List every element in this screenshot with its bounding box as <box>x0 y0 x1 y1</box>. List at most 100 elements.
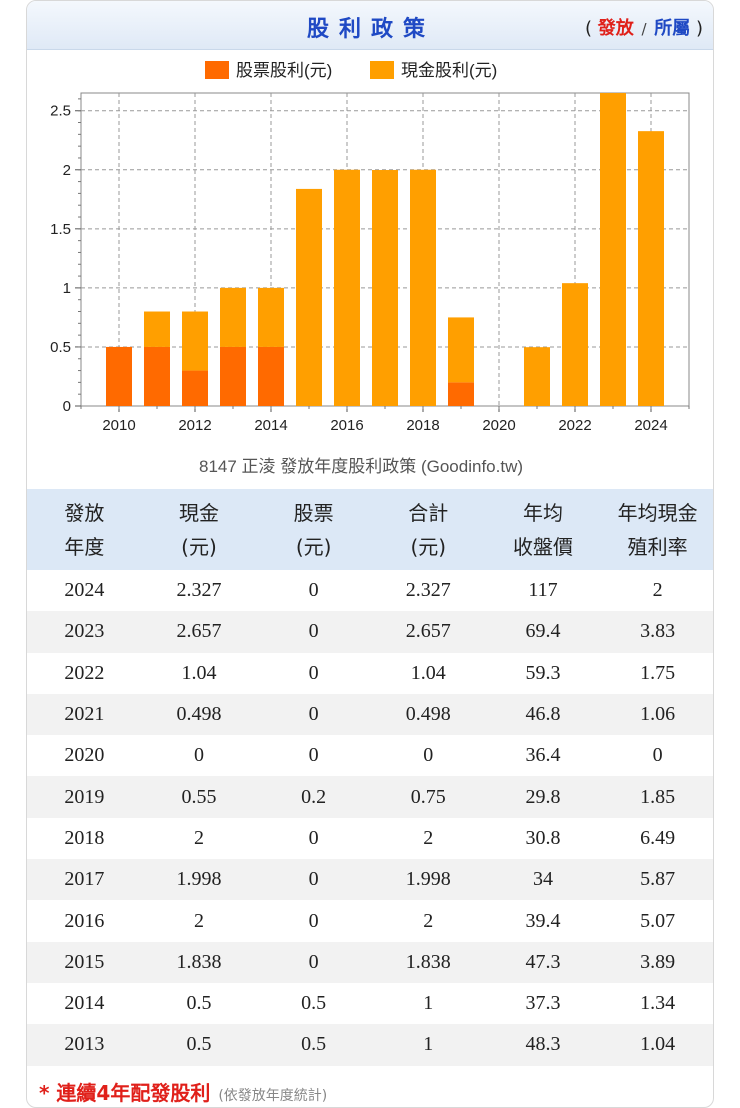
table-row: 2024 2.327 0 2.327 117 2 <box>27 570 713 611</box>
bar-stock-2011 <box>144 346 170 406</box>
table-row: 2014 0.5 0.5 1 37.3 1.34 <box>27 983 713 1024</box>
column-header-line: 現金 <box>178 500 219 525</box>
bar-cash-2012 <box>182 311 208 371</box>
table-cell: 1.75 <box>640 661 676 684</box>
table-cell: 0 <box>256 693 371 736</box>
table-cell: 0.75 <box>370 776 486 818</box>
y-tick-label: 0 <box>63 398 71 415</box>
table-row: 2020 0 0 0 36.4 0 <box>27 735 713 776</box>
table-cell: 1 <box>423 992 434 1015</box>
table-row: 2013 0.5 0.5 1 48.3 1.04 <box>27 1024 713 1066</box>
bar-cash-2014 <box>258 287 284 347</box>
column-header: 發放 年度 <box>27 489 142 570</box>
table-cell: 30.8 <box>525 826 561 849</box>
x-tick-label: 2016 <box>330 417 363 434</box>
link-separator: / <box>641 20 647 38</box>
table-cell: 2017 <box>27 859 142 901</box>
table-cell: 2022 <box>64 661 105 684</box>
column-header: 年均 收盤價 <box>485 489 601 570</box>
table-cell: 2023 <box>27 611 142 653</box>
x-tick-label: 2022 <box>558 417 591 434</box>
table-cell: 0.55 <box>141 776 257 818</box>
table-cell: 0 <box>308 744 319 767</box>
table-row: 2017 1.998 0 1.998 34 5.87 <box>27 859 713 901</box>
column-header-line: 股票 <box>293 500 334 525</box>
bar-cash-2019 <box>448 317 474 383</box>
column-header: 股票 (元) <box>256 489 371 570</box>
dividend-policy-card: 股利政策 ( 發放 / 所屬 ) 股票股利(元) 現金股利(元) 0 0.5 1 1.5… <box>26 0 714 1108</box>
table-cell: 1.838 <box>141 941 257 983</box>
bar-cash-2015 <box>296 188 322 406</box>
bar-stock-2019 <box>448 382 474 406</box>
table-cell: 37.3 <box>525 992 561 1015</box>
paren-close: ) <box>695 18 703 39</box>
column-header: 現金 (元) <box>141 489 257 570</box>
table-cell: 0 <box>308 909 319 932</box>
table-cell: 39.4 <box>525 909 561 932</box>
table-cell: 1.04 <box>410 661 446 684</box>
table-cell: 3.83 <box>600 611 713 653</box>
x-tick-label: 2014 <box>254 417 287 434</box>
table-cell: 46.8 <box>485 693 601 736</box>
column-header-line: (元) <box>410 534 447 559</box>
table-cell: 0.498 <box>141 693 257 736</box>
table-cell: 1.34 <box>640 992 676 1015</box>
table-header-row: 發放 年度 現金 (元) 股票 (元) 合計 (元) 年均 收盤價 年均現金 殖利率 <box>27 489 713 570</box>
x-tick-label: 2020 <box>482 417 515 434</box>
table-row: 2018 2 0 2 30.8 6.49 <box>27 818 713 859</box>
legend-label-1: 現金股利(元) <box>401 61 497 80</box>
chart-bars <box>106 93 664 406</box>
table-cell: 2.327 <box>405 579 451 602</box>
table-cell: 0.2 <box>256 776 371 818</box>
table-cell: 2013 <box>27 1024 142 1066</box>
table-row: 2023 2.657 0 2.657 69.4 3.83 <box>27 611 713 653</box>
table-cell: 0 <box>308 826 319 849</box>
table-cell: 2 <box>193 909 204 932</box>
table-row: 2022 1.04 0 1.04 59.3 1.75 <box>27 653 713 694</box>
paren-open: ( <box>584 18 592 39</box>
table-cell: 2015 <box>27 941 142 983</box>
dividend-chart: 股票股利(元) 現金股利(元) 0 0.5 1 1.5 2 2.5 2010 2012 2014 2… <box>50 61 690 476</box>
table-body: 2024 2.327 0 2.327 117 2 2023 2.657 0 2.657 69.4 3.… <box>27 570 713 1066</box>
table-cell: 2 <box>423 909 434 932</box>
column-header-line: 年均 <box>522 500 563 525</box>
chart-title: 8147 正淩 發放年度股利政策 (Goodinfo.tw) <box>199 457 523 476</box>
card-title: 股利政策 <box>306 17 435 42</box>
bar-cash-2013 <box>220 287 246 347</box>
y-tick-label: 2.5 <box>50 103 71 120</box>
table-cell: 0 <box>308 661 319 684</box>
table-cell: 36.4 <box>525 744 561 767</box>
table-cell: 0 <box>193 744 204 767</box>
card-header: 股利政策 ( 發放 / 所屬 ) <box>27 1 713 50</box>
bar-cash-2016 <box>334 169 360 406</box>
table-row: 2021 0.498 0 0.498 46.8 1.06 <box>27 693 713 736</box>
chart-legend: 股票股利(元) 現金股利(元) <box>205 61 497 80</box>
table-cell: 3.89 <box>600 941 713 983</box>
y-tick-label: 2 <box>63 162 71 179</box>
table-cell: 34 <box>485 859 601 901</box>
column-header-line: (元) <box>181 534 217 559</box>
bar-cash-2021 <box>524 347 550 406</box>
table-cell: 0 <box>652 744 663 767</box>
bar-stock-2014 <box>258 346 284 406</box>
table-cell: 117 <box>528 579 558 602</box>
bar-cash-2017 <box>372 170 398 406</box>
table-row: 2015 1.838 0 1.838 47.3 3.89 <box>27 941 713 983</box>
column-header-line: 合計 <box>408 500 449 525</box>
table-cell: 2 <box>423 826 434 849</box>
y-tick-label: 0.5 <box>50 339 71 356</box>
table-cell: 0 <box>256 611 371 653</box>
bar-stock-2010 <box>106 346 132 406</box>
belong-year-link[interactable]: 所屬 <box>654 18 691 39</box>
table-cell: 5.87 <box>600 859 713 901</box>
column-header-line: 收盤價 <box>512 534 573 559</box>
table-cell: 0 <box>256 941 371 983</box>
bar-cash-2011 <box>144 311 170 347</box>
table-cell: 2016 <box>64 909 105 932</box>
table-cell: 0 <box>308 579 319 602</box>
table-cell: 0 <box>423 744 434 767</box>
table-cell: 1.998 <box>370 859 486 901</box>
table-cell: 0.498 <box>370 693 486 736</box>
issue-year-link[interactable]: 發放 <box>597 18 634 39</box>
table-cell: 2014 <box>64 992 105 1015</box>
